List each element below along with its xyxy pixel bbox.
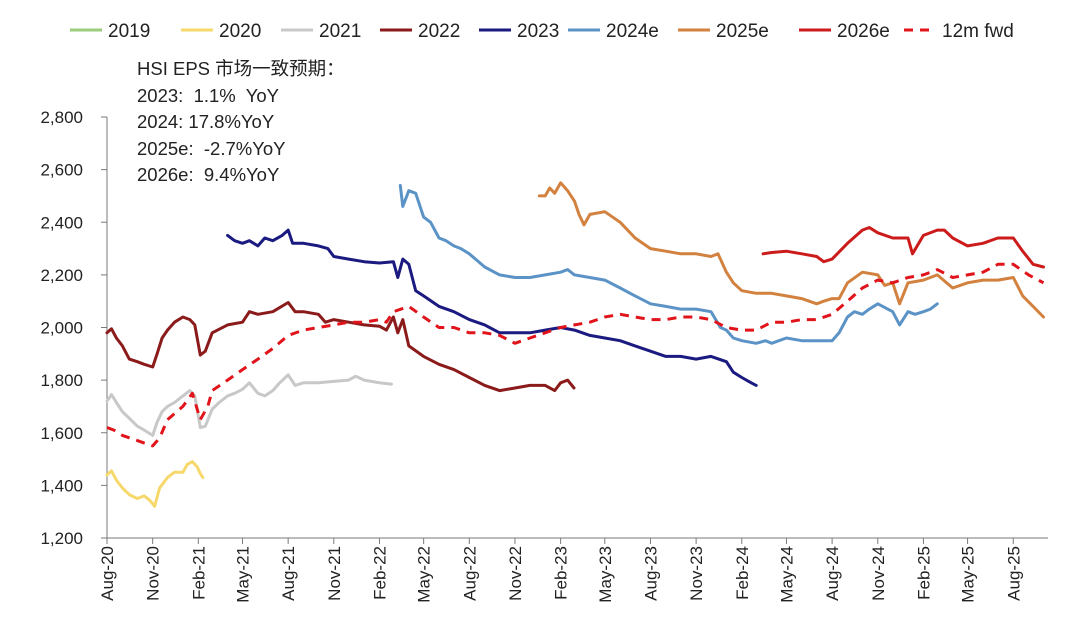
legend: 2019 2020 2021 2022 2023 2024e 2025e 2026e 12m f… [70,21,1014,42]
legend-label: 2024e [606,21,659,42]
x-tick-label: Nov-21 [325,546,344,601]
x-tick-label: Aug-20 [98,546,117,601]
legend-label: 12m fwd [942,21,1014,42]
y-tick-label: 1,200 [40,529,83,548]
series-line-2023 [226,228,758,387]
eps-annotation: HSI EPS 市场一致预期： 2023: 1.1% YoY 2024: 17.8%… [137,56,345,189]
x-tick-label: Aug-25 [1004,546,1023,601]
y-tick-label: 1,400 [40,476,83,495]
legend-label: 2026e [837,21,890,42]
annotation-line-5: 2026e: 9.4%YoY [137,164,280,185]
y-tick-label: 2,400 [40,213,83,232]
x-tick-label: Feb-25 [914,546,933,600]
legend-label: 2022 [418,21,460,42]
annotation-line-1: HSI EPS 市场一致预期： [137,58,345,79]
legend-label: 2019 [108,21,150,42]
series-line-2020 [105,460,205,508]
annotation-line-2: 2023: 1.1% YoY [137,84,279,106]
y-tick-label: 1,600 [40,424,83,443]
x-tick-label: May-25 [959,546,978,603]
y-tick-label: 2,200 [40,266,83,285]
x-tick-label: Aug-22 [460,546,479,601]
y-tick-label: 2,000 [40,319,83,338]
x-tick-label: Feb-23 [552,546,571,600]
x-tick-label: Nov-23 [687,546,706,601]
y-tick-label: 2,800 [40,108,83,127]
y-tick-label: 1,800 [40,371,83,390]
x-tick-label: May-21 [233,546,252,603]
legend-label: 2023 [517,21,559,42]
series-line-2021 [105,373,393,437]
x-tick-label: Feb-24 [733,546,752,600]
x-tick-label: May-23 [596,546,615,603]
x-axis: Aug-20 Nov-20 Feb-21 May-21 Aug-21 Nov-21 Feb-… [98,537,1048,603]
legend-label: 2021 [319,21,361,42]
x-tick-label: May-22 [415,546,434,603]
series-line-2026e [761,226,1045,269]
series-line-2025e [537,181,1045,319]
y-axis: 1,200 1,400 1,600 1,800 2,000 2,200 2,400 2,600… [40,108,108,548]
legend-label: 2020 [219,21,261,42]
x-tick-label: Aug-21 [279,546,298,601]
x-tick-label: May-24 [777,546,796,603]
x-tick-label: Aug-23 [641,546,660,601]
x-tick-label: Nov-22 [506,546,525,601]
x-tick-label: Nov-20 [144,546,163,601]
annotation-line-4: 2025e: -2.7%YoY [137,137,286,159]
series-line-2022 [105,301,576,393]
x-tick-label: Feb-22 [370,546,389,600]
x-tick-label: Aug-24 [823,546,842,601]
series-line-2024e [398,183,939,345]
annotation-line-3: 2024: 17.8%YoY [137,111,275,132]
x-tick-label: Feb-21 [189,546,208,600]
legend-label: 2025e [716,21,769,42]
series-line-12m-fwd [106,262,1045,448]
plot-area [105,181,1045,508]
x-tick-label: Nov-24 [869,546,888,601]
y-tick-label: 2,600 [40,161,83,180]
